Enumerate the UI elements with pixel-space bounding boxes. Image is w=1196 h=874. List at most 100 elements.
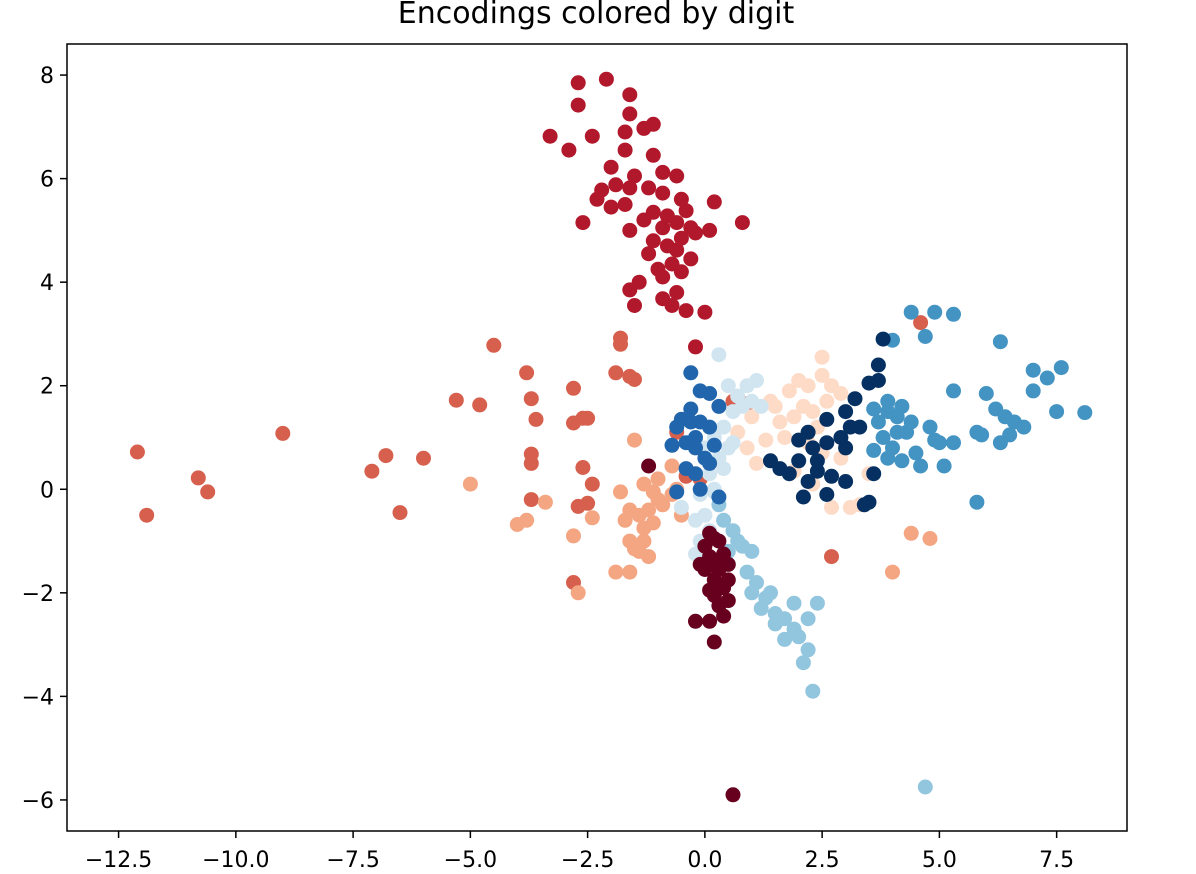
scatter-point <box>880 450 896 466</box>
x-tick-label: 5.0 <box>922 848 957 873</box>
scatter-point <box>570 498 586 514</box>
scatter-point <box>580 410 596 426</box>
scatter-point <box>772 414 788 430</box>
scatter-point <box>1016 419 1032 435</box>
scatter-point <box>856 497 872 513</box>
scatter-point <box>692 383 708 399</box>
scatter-point <box>570 585 586 601</box>
scatter-point <box>767 616 783 632</box>
scatter-point <box>716 512 732 528</box>
scatter-point <box>664 437 680 453</box>
scatter-point <box>730 533 746 549</box>
scatter-point <box>880 404 896 420</box>
scatter-point <box>795 655 811 671</box>
scatter-point <box>472 397 488 413</box>
scatter-point <box>683 251 699 267</box>
scatter-point <box>190 470 206 486</box>
scatter-point <box>922 419 938 435</box>
scatter-point <box>800 474 816 489</box>
scatter-point <box>763 453 778 469</box>
scatter-point <box>669 215 685 231</box>
scatter-point <box>378 448 394 464</box>
scatter-point <box>814 367 830 383</box>
scatter-point <box>673 191 689 207</box>
scatter-point <box>1025 362 1041 378</box>
scatter-point <box>617 197 633 212</box>
scatter-point <box>523 455 539 471</box>
scatter-point <box>692 481 708 497</box>
points-layer <box>129 71 1093 803</box>
x-tick-label: −12.5 <box>85 848 152 873</box>
scatter-point <box>603 199 619 215</box>
scatter-point <box>706 194 722 210</box>
scatter-point <box>645 147 661 163</box>
scatter-point <box>800 611 816 627</box>
scatter-point <box>739 440 755 456</box>
y-tick-label: 6 <box>40 168 54 193</box>
y-tick-label: 0 <box>40 478 54 503</box>
scatter-point <box>622 87 638 103</box>
scatter-point <box>819 393 835 409</box>
scatter-point <box>519 365 535 381</box>
scatter-point <box>702 455 718 471</box>
scatter-point <box>927 432 943 448</box>
scatter-point <box>275 425 291 441</box>
scatter-point <box>575 460 591 475</box>
y-tick-label: −2 <box>22 582 54 607</box>
scatter-point <box>608 365 624 381</box>
scatter-point <box>664 458 680 474</box>
scatter-point <box>706 437 722 453</box>
scatter-point <box>683 365 699 381</box>
scatter-point <box>880 393 896 409</box>
scatter-point <box>617 512 633 528</box>
scatter-point <box>627 432 642 448</box>
scatter-point <box>702 613 718 629</box>
scatter-point <box>711 533 727 549</box>
scatter-point <box>824 499 839 515</box>
x-tick-label: 7.5 <box>1039 848 1074 873</box>
x-tick-label: 2.5 <box>805 848 840 873</box>
scatter-point <box>542 128 558 144</box>
scatter-point <box>894 398 910 414</box>
scatter-point <box>734 215 750 231</box>
y-tick-label: 8 <box>40 64 54 89</box>
scatter-point <box>753 600 769 616</box>
scatter-point <box>655 220 671 236</box>
scatter-point <box>584 128 600 144</box>
scatter-point <box>870 357 886 373</box>
scatter-point <box>636 120 652 136</box>
scatter-point <box>613 336 628 352</box>
scatter-point <box>763 585 778 601</box>
scatter-point <box>838 404 854 420</box>
scatter-point <box>645 233 661 249</box>
scatter-point <box>702 466 718 482</box>
scatter-point <box>805 440 821 456</box>
scatter-point <box>688 430 703 445</box>
scatter-point <box>974 427 990 443</box>
scatter-point <box>664 298 680 313</box>
scatter-point <box>392 505 408 521</box>
scatter-point <box>917 329 933 344</box>
scatter-point <box>678 461 694 477</box>
scatter-point <box>570 75 586 91</box>
scatter-point <box>1053 360 1069 376</box>
x-tick-label: −10.0 <box>202 848 269 873</box>
scatter-point <box>655 185 671 201</box>
scatter-point <box>655 269 671 285</box>
scatter-point <box>833 386 849 401</box>
scatter-point <box>903 525 919 541</box>
scatter-point <box>702 419 718 435</box>
scatter-point <box>622 564 638 580</box>
scatter-point <box>650 471 666 487</box>
scatter-point <box>566 380 581 396</box>
scatter-point <box>781 383 797 399</box>
scatter-point <box>875 331 891 347</box>
scatter-point <box>622 282 638 298</box>
scatter-point <box>716 419 732 435</box>
scatter-point <box>847 391 863 407</box>
scatter-point <box>809 463 825 479</box>
scatter-point <box>617 142 633 158</box>
scatter-point <box>523 391 539 407</box>
scatter-point <box>688 225 703 241</box>
